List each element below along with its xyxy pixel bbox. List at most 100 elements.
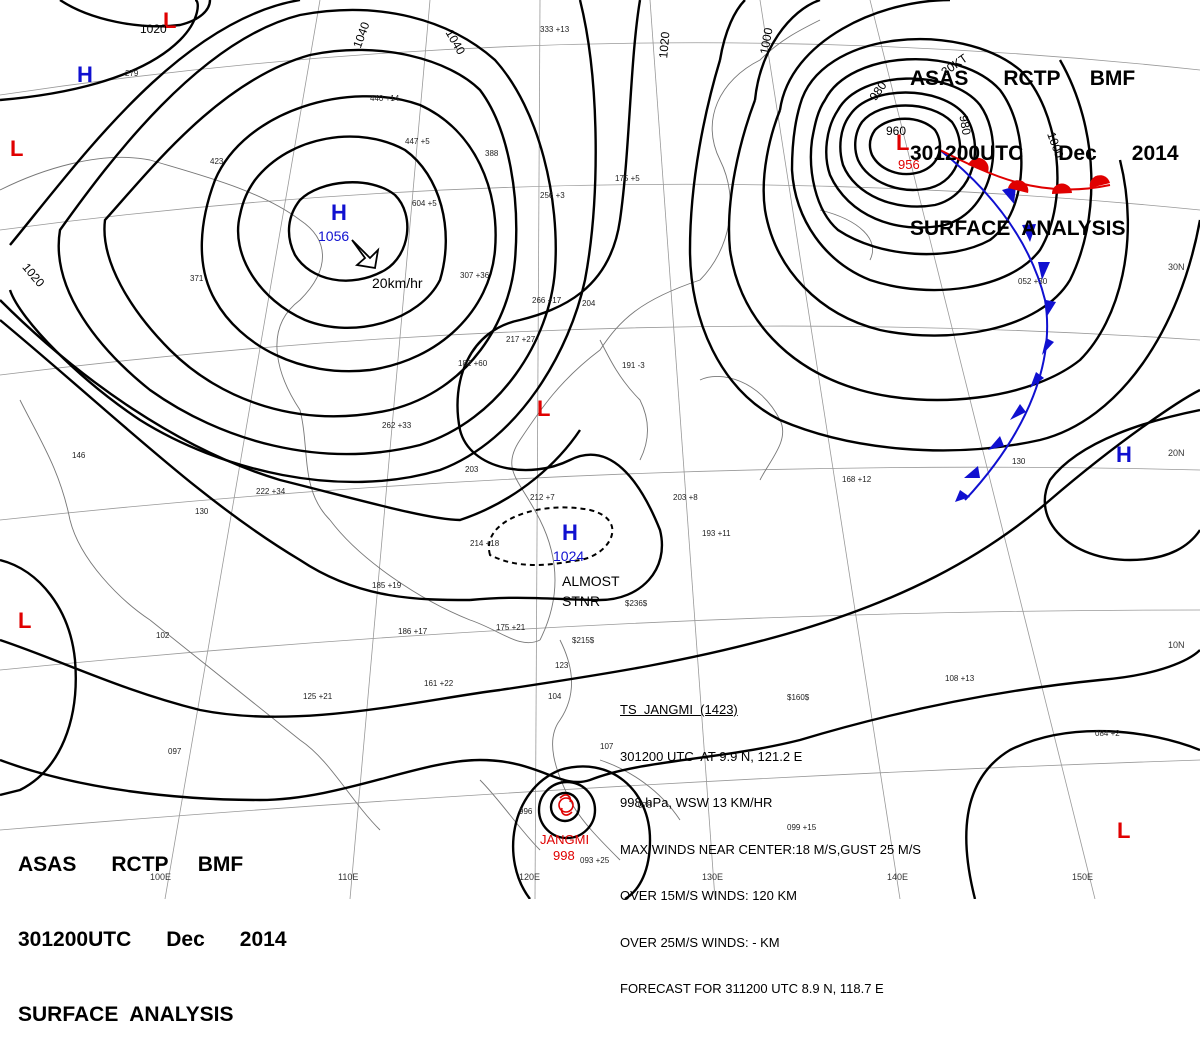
aleutian-low-letter: L: [896, 130, 910, 155]
header-word: BMF: [1089, 67, 1136, 90]
station-plot: 052 +30: [1018, 277, 1048, 286]
station-plot: 084 +2: [1095, 729, 1120, 738]
station-plot: 186 +17: [398, 627, 428, 636]
header-word: 2014: [239, 928, 287, 951]
station-plot: 191 -3: [622, 361, 645, 370]
lat-label: 10N: [1168, 640, 1185, 650]
station-plot: 214 +18: [470, 539, 500, 548]
isobar-nw: [0, 0, 199, 102]
station-plot: 099 +15: [787, 823, 817, 832]
isobar-1056-inner: [287, 181, 409, 282]
station-plot: $215$: [572, 636, 595, 645]
station-plot: 203 +8: [673, 493, 698, 502]
header-line-2: 301200UTC Dec 2014: [18, 927, 287, 952]
storm-position: 301200 UTC AT 9.9 N, 121.2 E: [620, 748, 803, 764]
station-plot: 279: [125, 69, 139, 78]
jangmi-name: JANGMI: [540, 832, 590, 847]
pacific-high-letter: H: [1116, 442, 1132, 467]
station-plot: 123: [555, 661, 569, 670]
isobar-jangmi-2: [537, 780, 597, 840]
isobar-1036: [8, 0, 597, 484]
nw-high-letter: H: [77, 62, 93, 87]
storm-title: TS JANGMI (1423): [620, 702, 738, 717]
storm-max-winds: MAX WINDS NEAR CENTER:18 M/S,GUST 25 M/S: [620, 841, 921, 857]
isobar-label: 960: [886, 124, 907, 138]
station-plot: 423: [210, 157, 224, 166]
isobar-jangmi-1: [549, 791, 581, 823]
storm-over15: OVER 15M/S WINDS: 120 KM: [620, 888, 797, 903]
isobar-sw-low: [0, 558, 77, 797]
station-plot: 104: [548, 692, 562, 701]
header-line-1: ASAS RCTP BMF: [18, 852, 287, 877]
isobar-1032: [0, 299, 581, 522]
station-plot: 168 +12: [842, 475, 872, 484]
storm-movement: 998 hPa, WSW 13 KM/HR: [620, 795, 773, 810]
station-plot: 266 +17: [532, 296, 562, 305]
header-line-2: 301200UTC Dec 2014: [910, 141, 1179, 166]
station-plot: 604 +5: [412, 199, 437, 208]
station-plot: 130: [195, 507, 209, 516]
header-word: ASAS: [910, 67, 969, 90]
low-letter-southwest: L: [18, 608, 32, 633]
cold-front: [939, 149, 1056, 502]
station-plot: 185 +19: [372, 581, 402, 590]
lat-label: 30N: [1168, 262, 1185, 272]
isobar-jangmi-3: [511, 765, 652, 899]
low-letter-west: L: [10, 136, 24, 161]
header-line-3: SURFACE ANALYSIS: [910, 217, 1126, 240]
jangmi-symbol-icon: [558, 794, 574, 816]
isobar-960: [854, 104, 962, 192]
isobar-1020-north: [456, 0, 664, 602]
header-word: BMF: [197, 853, 244, 876]
storm-info-box: TS JANGMI (1423) 301200 UTC AT 9.9 N, 12…: [620, 671, 921, 1012]
isobar-1028: [0, 319, 471, 602]
station-plot: 222 +34: [256, 487, 286, 496]
station-plot: 175 +5: [615, 174, 640, 183]
isobars: [0, 0, 1200, 899]
lon-label: 130E: [702, 872, 724, 882]
station-plot: 203: [465, 465, 479, 474]
storm-over25: OVER 25M/S WINDS: - KM: [620, 934, 780, 950]
station-plot: 108 +13: [945, 674, 975, 683]
station-plot: 078: [638, 801, 652, 810]
isobar-dashed-scs: [487, 506, 614, 566]
station-plot: 146: [72, 451, 86, 460]
isobar-1008: [688, 0, 1200, 452]
siberian-high-motion: 20km/hr: [372, 275, 423, 291]
station-plot: 212 +7: [530, 493, 555, 502]
scs-high-motion: ALMOST STNR: [562, 573, 620, 609]
station-plot: 307 +36: [460, 271, 490, 280]
isobar-nw2: [59, 0, 212, 28]
station-plot: 130: [1012, 457, 1026, 466]
header-word: 2014: [1131, 142, 1179, 165]
isobar-label: 1020: [140, 22, 167, 36]
low-letter-north: L: [163, 8, 177, 33]
header-word: Dec: [1058, 142, 1097, 165]
isobar-1052: [236, 135, 447, 329]
siberian-high-value: 1056: [318, 228, 350, 244]
station-plot: 097: [168, 747, 182, 756]
warm-front: [939, 149, 1111, 194]
station-plot: 193 +11: [702, 529, 731, 538]
siberian-high-letter: H: [331, 200, 347, 225]
lon-label: 150E: [1072, 872, 1094, 882]
scs-high-value: 1024: [553, 548, 585, 564]
isobar-1012: [0, 649, 1200, 802]
station-plot: $160$: [787, 693, 810, 702]
header-line-3: SURFACE ANALYSIS: [18, 1003, 234, 1026]
storm-forecast: FORECAST FOR 311200 UTC 8.9 N, 118.7 E: [620, 981, 884, 996]
station-plot: 262 +33: [382, 421, 412, 430]
header-word: RCTP: [1003, 67, 1061, 90]
header-top-right: ASAS RCTP BMF 301200UTC Dec 2014 SURFACE…: [910, 16, 1179, 266]
isobar-pacific-high: [1043, 408, 1200, 562]
lon-label: 140E: [887, 872, 909, 882]
header-word: 301200UTC: [910, 142, 1024, 165]
station-plot: 371: [190, 274, 204, 283]
isobar-label: 1020: [656, 31, 673, 59]
station-plot: 182 +60: [458, 359, 488, 368]
header-word: Dec: [166, 928, 205, 951]
station-plot: 107: [600, 742, 614, 751]
low-letter-taiwan-strait: L: [537, 396, 551, 421]
isobar-984: [790, 37, 1059, 292]
header-word: 301200UTC: [18, 928, 132, 951]
